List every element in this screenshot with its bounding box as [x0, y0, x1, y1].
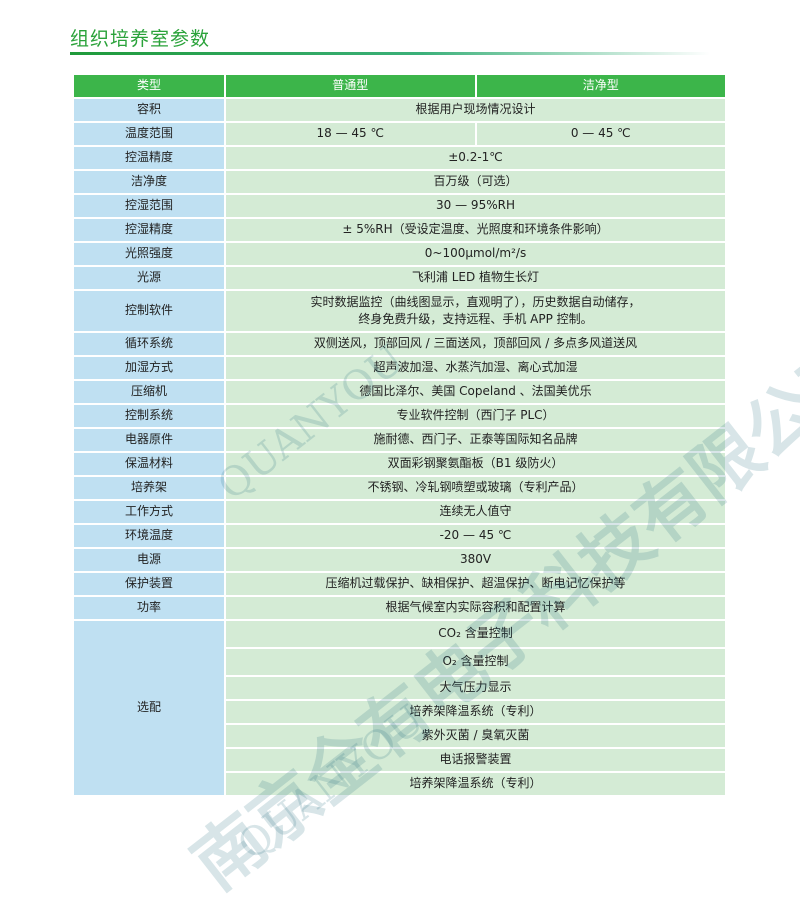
row-label: 容积: [72, 97, 226, 123]
row-label: 控湿精度: [72, 217, 226, 243]
row-label: 功率: [72, 595, 226, 621]
table-row: 控制系统 专业软件控制（西门子 PLC）: [72, 403, 727, 429]
row-label: 洁净度: [72, 169, 226, 195]
row-label: 循环系统: [72, 331, 226, 357]
table-row: 光源 飞利浦 LED 植物生长灯: [72, 265, 727, 291]
table-row: 压缩机 德国比泽尔、美国 Copeland 、法国美优乐: [72, 379, 727, 405]
option-row: 电话报警装置: [73, 747, 727, 773]
title-divider: [70, 52, 710, 55]
table-row: 控制软件 实时数据监控（曲线图显示，直观明了），历史数据自动储存， 终身免费升级，支…: [72, 289, 727, 333]
row-label: 培养架: [72, 475, 226, 501]
row-value: 0~100μmol/m²/s: [224, 241, 727, 267]
row-label: 工作方式: [72, 499, 226, 525]
row-value: 德国比泽尔、美国 Copeland 、法国美优乐: [224, 379, 727, 405]
table-row: 温度范围 18 — 45 ℃ 0 — 45 ℃: [72, 121, 727, 147]
row-label: 电器原件: [72, 427, 226, 453]
parameter-table: 类型 普通型 洁净型 容积 根据用户现场情况设计 温度范围 18 — 45 ℃ 0 — …: [72, 73, 727, 797]
row-value: ±0.2-1℃: [224, 145, 727, 171]
table-row: 洁净度 百万级（可选）: [72, 169, 727, 195]
row-value: 培养架降温系统（专利）: [224, 699, 727, 725]
row-value: -20 — 45 ℃: [224, 523, 727, 549]
table-row: 保护装置 压缩机过载保护、缺相保护、超温保护、断电记忆保护等: [72, 571, 727, 597]
option-row: O₂ 含量控制: [73, 647, 727, 677]
row-label: 电源: [72, 547, 226, 573]
row-value: 超声波加湿、水蒸汽加湿、离心式加湿: [224, 355, 727, 381]
value-line: 终身免费升级，支持远程、手机 APP 控制。: [358, 312, 593, 326]
option-row: 大气压力显示: [73, 675, 727, 701]
row-label: 压缩机: [72, 379, 226, 405]
row-label: 保温材料: [72, 451, 226, 477]
row-value: 根据用户现场情况设计: [224, 97, 727, 123]
row-label: 选配: [72, 619, 226, 797]
table-row: 电源 380V: [72, 547, 727, 573]
table-row: 加湿方式 超声波加湿、水蒸汽加湿、离心式加湿: [72, 355, 727, 381]
option-row: 紫外灭菌 / 臭氧灭菌: [73, 723, 727, 749]
row-value: 380V: [224, 547, 727, 573]
row-value: 培养架降温系统（专利）: [224, 771, 727, 797]
row-value: 连续无人值守: [224, 499, 727, 525]
row-value: 不锈钢、冷轧钢喷塑或玻璃（专利产品）: [224, 475, 727, 501]
option-row: 选配 CO₂ 含量控制: [72, 619, 727, 797]
row-value: 飞利浦 LED 植物生长灯: [224, 265, 727, 291]
row-value: 实时数据监控（曲线图显示，直观明了），历史数据自动储存， 终身免费升级，支持远程、…: [224, 289, 727, 333]
table-row: 电器原件 施耐德、西门子、正泰等国际知名品牌: [72, 427, 727, 453]
row-label: 保护装置: [72, 571, 226, 597]
option-row: 培养架降温系统（专利）: [73, 699, 727, 725]
option-row: 培养架降温系统（专利）: [73, 771, 727, 797]
row-label: 温度范围: [72, 121, 226, 147]
row-value: 专业软件控制（西门子 PLC）: [224, 403, 727, 429]
table-row: 功率 根据气候室内实际容积和配置计算: [72, 595, 727, 621]
row-label: 控湿范围: [72, 193, 226, 219]
row-value: 电话报警装置: [224, 747, 727, 773]
row-value: 双面彩钢聚氨酯板（B1 级防火）: [224, 451, 727, 477]
row-label: 控温精度: [72, 145, 226, 171]
row-label: 光照强度: [72, 241, 226, 267]
value-line: 实时数据监控（曲线图显示，直观明了），历史数据自动储存，: [310, 294, 641, 309]
table-row: 容积 根据用户现场情况设计: [72, 97, 727, 123]
header-cell: 类型: [72, 73, 226, 99]
row-value: O₂ 含量控制: [224, 647, 727, 677]
row-value: 18 — 45 ℃: [224, 121, 477, 147]
table-row: 光照强度 0~100μmol/m²/s: [72, 241, 727, 267]
row-value: CO₂ 含量控制: [224, 619, 727, 649]
table-row: 保温材料 双面彩钢聚氨酯板（B1 级防火）: [72, 451, 727, 477]
row-value: 根据气候室内实际容积和配置计算: [224, 595, 727, 621]
table-row: 工作方式 连续无人值守: [72, 499, 727, 525]
table-row: 控温精度 ±0.2-1℃: [72, 145, 727, 171]
row-label: 加湿方式: [72, 355, 226, 381]
row-value: 大气压力显示: [224, 675, 727, 701]
row-value: 0 — 45 ℃: [474, 121, 727, 147]
row-label: 控制系统: [72, 403, 226, 429]
table-row: 循环系统 双侧送风，顶部回风 / 三面送风，顶部回风 / 多点多风道送风: [72, 331, 727, 357]
row-label: 控制软件: [72, 289, 226, 333]
row-value: ± 5%RH（受设定温度、光照度和环境条件影响）: [224, 217, 727, 243]
row-value: 双侧送风，顶部回风 / 三面送风，顶部回风 / 多点多风道送风: [224, 331, 727, 357]
row-value: 紫外灭菌 / 臭氧灭菌: [224, 723, 727, 749]
row-value: 30 — 95%RH: [224, 193, 727, 219]
table-header-row: 类型 普通型 洁净型: [72, 73, 727, 99]
table-row: 环境温度 -20 — 45 ℃: [72, 523, 727, 549]
header-cell: 普通型: [224, 73, 477, 99]
row-value: 百万级（可选）: [224, 169, 727, 195]
table-row: 控湿范围 30 — 95%RH: [72, 193, 727, 219]
table-row: 培养架 不锈钢、冷轧钢喷塑或玻璃（专利产品）: [72, 475, 727, 501]
header-cell: 洁净型: [474, 73, 727, 99]
row-value: 压缩机过载保护、缺相保护、超温保护、断电记忆保护等: [224, 571, 727, 597]
row-label: 光源: [72, 265, 226, 291]
row-value: 施耐德、西门子、正泰等国际知名品牌: [224, 427, 727, 453]
page-title: 组织培养室参数: [70, 28, 211, 50]
row-label: 环境温度: [72, 523, 226, 549]
table-row: 控湿精度 ± 5%RH（受设定温度、光照度和环境条件影响）: [72, 217, 727, 243]
